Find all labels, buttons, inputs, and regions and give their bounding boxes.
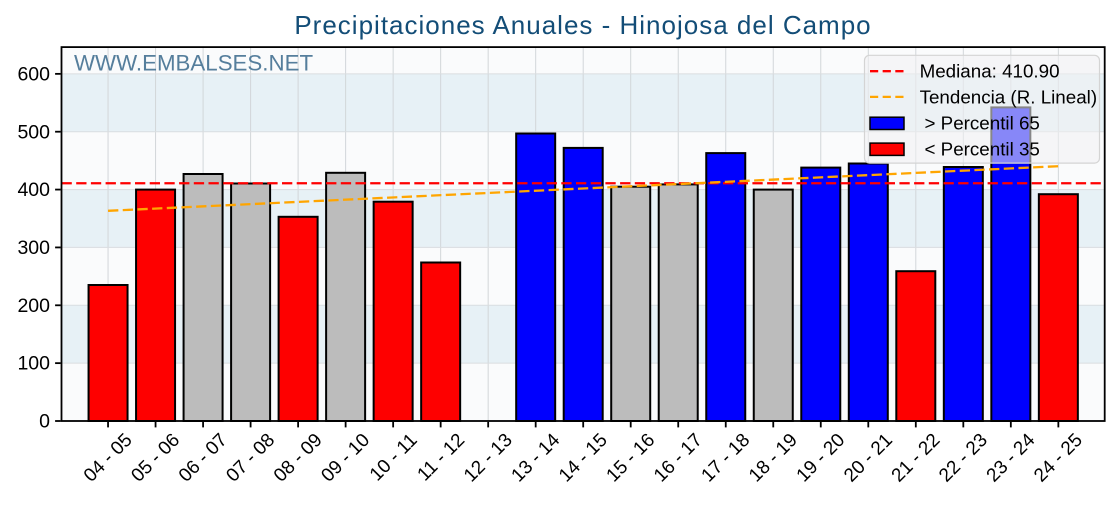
svg-text:> Percentil 65: > Percentil 65	[925, 113, 1040, 134]
svg-text:< Percentil 35: < Percentil 35	[925, 139, 1040, 160]
svg-text:200: 200	[17, 295, 50, 317]
svg-text:Tendencia (R. Lineal): Tendencia (R. Lineal)	[920, 86, 1097, 107]
svg-text:Precipitaciones Anuales - Hino: Precipitaciones Anuales - Hinojosa del C…	[294, 10, 871, 40]
svg-text:600: 600	[17, 63, 50, 85]
svg-text:100: 100	[17, 353, 50, 375]
svg-text:0: 0	[39, 411, 50, 433]
svg-text:300: 300	[17, 237, 50, 259]
svg-text:500: 500	[17, 121, 50, 143]
svg-text:WWW.EMBALSES.NET: WWW.EMBALSES.NET	[74, 51, 313, 76]
svg-text:Mediana: 410.90: Mediana: 410.90	[920, 61, 1060, 82]
svg-text:400: 400	[17, 179, 50, 201]
